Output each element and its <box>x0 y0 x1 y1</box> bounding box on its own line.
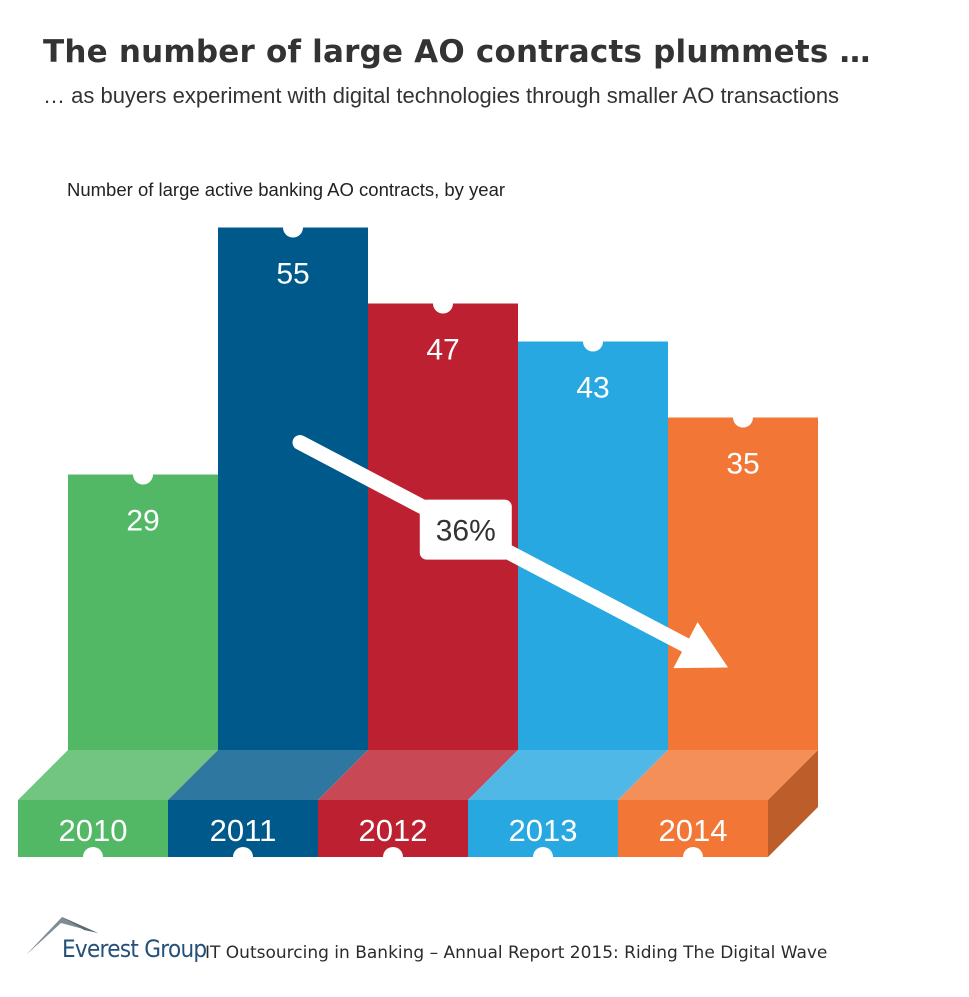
data-label-2011: 55 <box>276 258 309 291</box>
platform-top-2012 <box>318 750 518 800</box>
data-label-2010: 29 <box>126 505 159 538</box>
platform-notch <box>233 847 253 867</box>
bar-2013 <box>518 341 668 750</box>
everest-group-logo: Everest Group <box>24 912 207 972</box>
x-tick-2010: 2010 <box>59 813 128 848</box>
platform-notch <box>533 847 553 867</box>
trend-arrow: 36% <box>292 435 728 669</box>
bar-2010 <box>68 474 218 750</box>
platform-tops <box>18 750 818 800</box>
platform-top-2011 <box>168 750 368 800</box>
platform-notch <box>683 847 703 867</box>
data-label-2012: 47 <box>426 334 459 367</box>
bars: 29 55 47 43 35 <box>68 217 818 750</box>
platform-top-2010 <box>18 750 218 800</box>
page-subtitle: … as buyers experiment with digital tech… <box>43 83 840 108</box>
percent-change-box <box>419 499 512 560</box>
brand-name: Everest Group <box>62 935 207 963</box>
data-label-2014: 35 <box>726 448 759 481</box>
platform-notch <box>383 847 403 867</box>
bar-notch <box>283 217 303 238</box>
report-caption: IT Outsourcing in Banking – Annual Repor… <box>205 943 828 963</box>
trend-arrow-head <box>673 622 728 669</box>
x-tick-2014: 2014 <box>659 813 728 848</box>
data-label-2013: 43 <box>576 372 609 405</box>
bar-2011 <box>218 227 368 750</box>
bar-notch <box>733 407 753 428</box>
bar-chart: 29 55 47 43 35 2010 2011 2012 2013 2014 36% <box>18 217 818 867</box>
x-tick-2011: 2011 <box>210 813 277 848</box>
percent-change-label: 36% <box>436 515 496 548</box>
chart-y-label: Number of large active banking AO contra… <box>67 179 506 200</box>
platform-notch <box>83 847 103 867</box>
x-tick-2012: 2012 <box>359 813 428 848</box>
platform-top-2013 <box>468 750 668 800</box>
bar-notch <box>583 331 603 352</box>
everest-mountain-icon <box>26 917 98 955</box>
bar-2014 <box>668 417 818 750</box>
platform-side <box>768 750 818 857</box>
platform-top-2014 <box>618 750 818 800</box>
page-title: The number of large AO contracts plummet… <box>43 34 871 70</box>
x-tick-2013: 2013 <box>509 813 578 848</box>
platform-fronts: 2010 2011 2012 2013 2014 <box>18 750 818 867</box>
bar-notch <box>133 464 153 485</box>
bar-notch <box>433 293 453 314</box>
